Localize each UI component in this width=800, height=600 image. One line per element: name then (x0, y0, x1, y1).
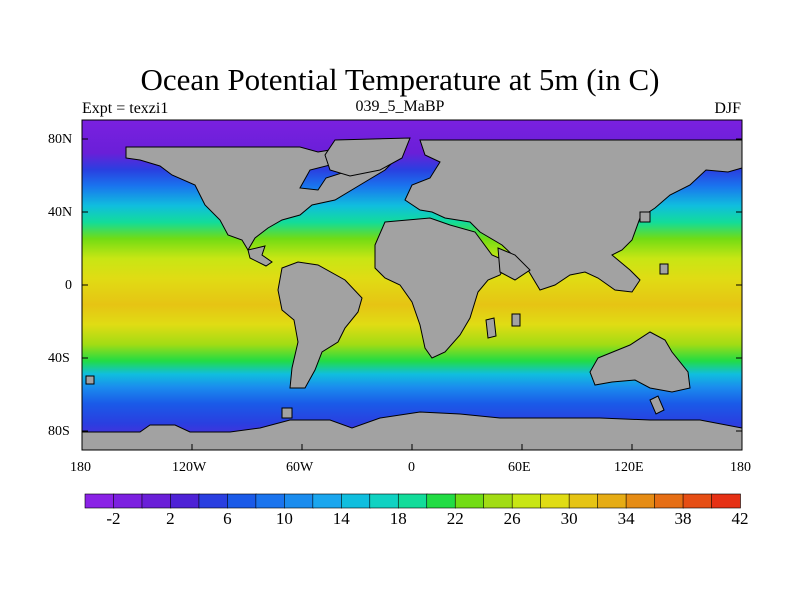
colorbar-swatch (455, 494, 484, 508)
land-island-japan (660, 264, 668, 274)
colorbar-swatch (655, 494, 684, 508)
colorbar-label: 6 (207, 509, 247, 529)
colorbar-swatch (227, 494, 256, 508)
lat-label-80n: 80N (48, 132, 72, 148)
colorbar-swatch (541, 494, 570, 508)
colorbar-label: 10 (264, 509, 304, 529)
lat-label-40s: 40S (48, 351, 70, 367)
colorbar-swatch (626, 494, 655, 508)
colorbar-swatch (142, 494, 171, 508)
lat-label-0: 0 (65, 278, 72, 294)
colorbar-swatch (427, 494, 456, 508)
land-island-south (282, 408, 292, 418)
land-island-east-asia (640, 212, 650, 222)
colorbar-swatch (512, 494, 541, 508)
lon-label-0: 0 (408, 460, 415, 476)
map-area (82, 120, 742, 452)
colorbar-swatch (569, 494, 598, 508)
colorbar-swatch (113, 494, 142, 508)
colorbar-swatch (199, 494, 228, 508)
colorbar-label: 14 (321, 509, 361, 529)
colorbar-swatch (683, 494, 712, 508)
lon-label-180-east: 180 (730, 460, 751, 476)
colorbar-swatch (85, 494, 114, 508)
colorbar-swatch (484, 494, 513, 508)
colorbar-swatch (712, 494, 741, 508)
colorbar-label: 18 (378, 509, 418, 529)
colorbar-label: 2 (150, 509, 190, 529)
land-island-sw (86, 376, 94, 384)
lon-label-60e: 60E (508, 460, 531, 476)
colorbar-swatch (313, 494, 342, 508)
colorbar-swatch (398, 494, 427, 508)
colorbar (85, 494, 741, 508)
colorbar-label: -2 (93, 509, 133, 529)
colorbar-swatch (256, 494, 285, 508)
lat-label-40n: 40N (48, 205, 72, 221)
colorbar-label: 34 (606, 509, 646, 529)
lon-label-180-west: 180 (70, 460, 91, 476)
colorbar-swatch (370, 494, 399, 508)
colorbar-label: 38 (663, 509, 703, 529)
land-island-east (512, 314, 520, 326)
lon-label-60w: 60W (286, 460, 313, 476)
colorbar-label: 22 (435, 509, 475, 529)
colorbar-label: 30 (549, 509, 589, 529)
colorbar-label: 26 (492, 509, 532, 529)
lon-label-120w: 120W (172, 460, 206, 476)
colorbar-swatch (170, 494, 199, 508)
lon-label-120e: 120E (614, 460, 644, 476)
colorbar-swatch (284, 494, 313, 508)
colorbar-swatch (341, 494, 370, 508)
land-madagascar (486, 318, 496, 338)
lat-label-80s: 80S (48, 424, 70, 440)
colorbar-swatch (598, 494, 627, 508)
colorbar-label: 42 (720, 509, 760, 529)
